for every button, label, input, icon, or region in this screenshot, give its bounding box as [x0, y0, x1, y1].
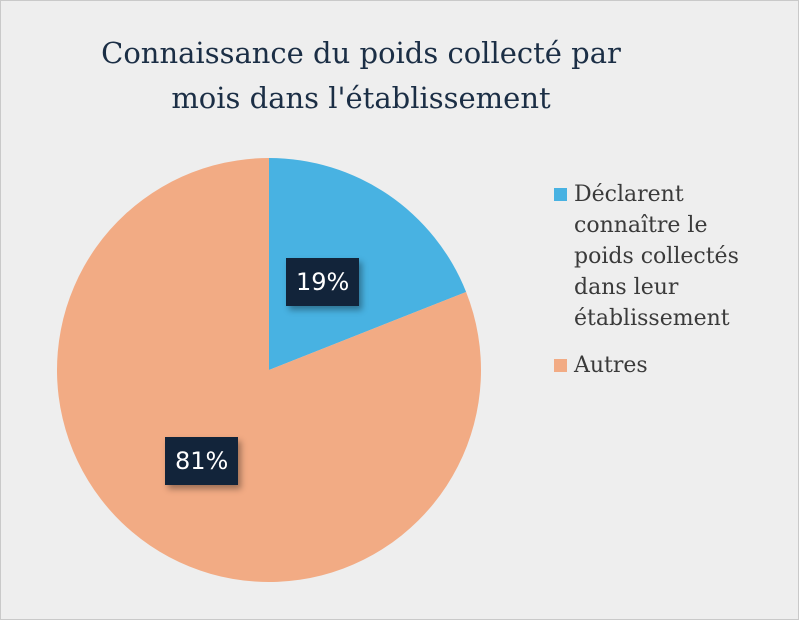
legend-label-line: Déclarent — [574, 182, 684, 207]
pie-slice-autres[interactable] — [57, 158, 482, 583]
data-label-declarent: 19% — [286, 258, 360, 306]
chart-title-line-2: mois dans l'établissement — [171, 81, 551, 115]
legend-label-line: Autres — [574, 353, 648, 378]
data-label-autres: 81% — [165, 437, 239, 485]
legend-label-line: poids collectés — [574, 244, 739, 269]
legend-swatch-autres — [554, 359, 567, 372]
legend-label-line: dans leur — [574, 275, 679, 300]
legend-item-declarent[interactable]: Déclarent connaître le poids collectés d… — [554, 179, 784, 334]
legend-item-autres[interactable]: Autres — [554, 350, 784, 381]
chart-title: Connaissance du poids collecté par mois … — [41, 31, 681, 121]
pie-slices — [57, 158, 482, 583]
legend: Déclarent connaître le poids collectés d… — [554, 179, 784, 397]
legend-label-line: connaître le — [574, 213, 708, 238]
legend-label-line: établissement — [574, 306, 730, 331]
legend-swatch-declarent — [554, 188, 567, 201]
pie-slice-declarent[interactable] — [269, 158, 467, 370]
chart-title-line-1: Connaissance du poids collecté par — [101, 36, 621, 70]
